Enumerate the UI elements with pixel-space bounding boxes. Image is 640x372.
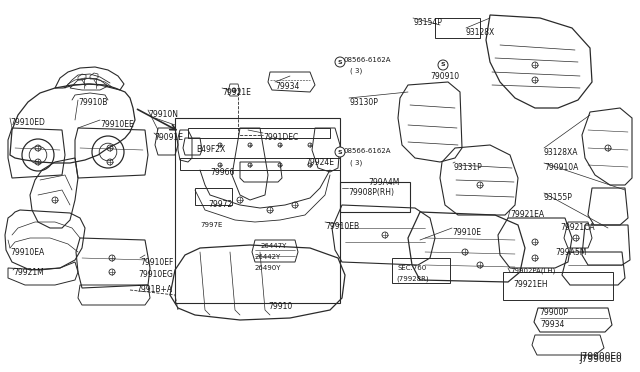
Circle shape	[438, 60, 448, 70]
Text: 26442Y: 26442Y	[255, 254, 281, 260]
Text: 79921CA: 79921CA	[560, 223, 595, 232]
Text: S: S	[338, 150, 342, 154]
Bar	[435, 18, 480, 38]
Text: 7991DEC: 7991DEC	[263, 133, 298, 142]
Text: 79908P(RH): 79908P(RH)	[348, 188, 394, 197]
Text: 26490Y: 26490Y	[255, 265, 282, 271]
Bar	[392, 258, 450, 283]
Text: 26447Y: 26447Y	[261, 243, 287, 249]
Bar	[175, 118, 340, 303]
Text: 79966: 79966	[210, 168, 234, 177]
Text: SEC.760: SEC.760	[398, 265, 428, 271]
Text: 79921EH: 79921EH	[513, 280, 548, 289]
Text: B49F2X: B49F2X	[196, 145, 225, 154]
Text: S: S	[338, 60, 342, 64]
Text: 79921EA: 79921EA	[510, 210, 544, 219]
Text: 79934: 79934	[275, 82, 300, 91]
Circle shape	[335, 57, 345, 67]
Circle shape	[335, 147, 345, 157]
Text: 79910EF: 79910EF	[140, 258, 173, 267]
Text: 79910EE: 79910EE	[100, 120, 134, 129]
Text: 79934: 79934	[540, 320, 564, 329]
Text: (79928R): (79928R)	[396, 276, 429, 282]
Text: 93154P: 93154P	[413, 18, 442, 27]
Text: 79924E: 79924E	[305, 158, 334, 167]
Text: J79900E0: J79900E0	[579, 355, 621, 364]
Text: 08566-6162A: 08566-6162A	[343, 148, 390, 154]
Text: 79910EG: 79910EG	[138, 270, 173, 279]
Text: ( 3): ( 3)	[350, 68, 362, 74]
Text: 79910E: 79910E	[452, 228, 481, 237]
Text: 93128XA: 93128XA	[544, 148, 579, 157]
Text: 790910: 790910	[430, 72, 459, 81]
Text: 93155P: 93155P	[544, 193, 573, 202]
Text: ( 3): ( 3)	[350, 159, 362, 166]
Text: 79921M: 79921M	[13, 268, 44, 277]
Text: 93131P: 93131P	[453, 163, 482, 172]
Text: J79900E0: J79900E0	[579, 352, 621, 361]
Bar	[340, 182, 410, 212]
Text: 79972: 79972	[208, 200, 232, 209]
Text: 79910: 79910	[268, 302, 292, 311]
Bar	[503, 272, 613, 300]
Text: 79900P: 79900P	[539, 308, 568, 317]
Text: 79910N: 79910N	[148, 110, 178, 119]
Text: 79921E: 79921E	[222, 88, 251, 97]
Text: 799A4M: 799A4M	[368, 178, 399, 187]
Text: 79910ED: 79910ED	[10, 118, 45, 127]
Text: 93130P: 93130P	[349, 98, 378, 107]
Text: 79910EA: 79910EA	[10, 248, 44, 257]
Text: 799A5M: 799A5M	[555, 248, 586, 257]
Text: 79910EB: 79910EB	[325, 222, 359, 231]
Text: 7997E: 7997E	[200, 222, 222, 228]
Text: 08566-6162A: 08566-6162A	[343, 57, 390, 63]
Text: 790910A: 790910A	[544, 163, 579, 172]
Text: 79902PA(LH): 79902PA(LH)	[510, 268, 556, 275]
Text: 93128X: 93128X	[466, 28, 495, 37]
Text: S: S	[441, 62, 445, 67]
Text: 79910B: 79910B	[78, 98, 108, 107]
Text: 79091E: 79091E	[154, 133, 183, 142]
Text: 7991B+A: 7991B+A	[136, 285, 172, 294]
